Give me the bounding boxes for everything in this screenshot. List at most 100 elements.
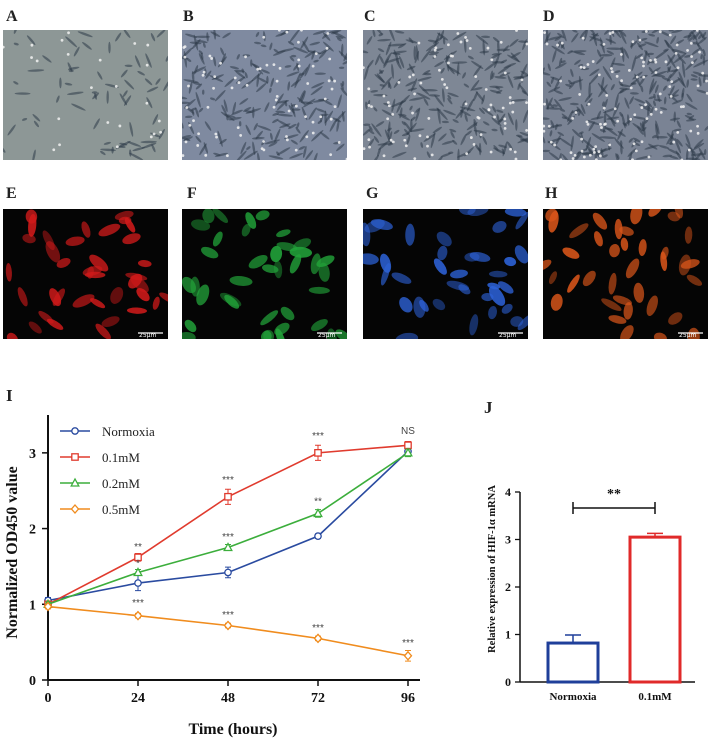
cell-mark <box>428 94 441 97</box>
cell-mark <box>235 70 246 79</box>
bright-cell <box>586 63 590 66</box>
fluorescent-cell <box>619 226 634 236</box>
cell-mark <box>572 30 578 33</box>
bright-cell <box>306 82 310 85</box>
cell-mark <box>685 102 698 110</box>
panel-label-b: B <box>183 8 194 25</box>
error-bar <box>565 634 581 644</box>
cell-mark <box>338 66 345 69</box>
cell-mark <box>235 150 247 160</box>
cell-mark <box>703 148 707 156</box>
cell-mark <box>437 107 441 125</box>
cell-mark <box>617 130 626 137</box>
bright-cell <box>182 46 186 49</box>
cell-mark <box>229 66 239 70</box>
data-point <box>223 620 233 631</box>
cell-mark <box>447 92 459 98</box>
cell-mark <box>676 120 681 128</box>
cell-mark <box>544 32 551 44</box>
bright-cell <box>560 41 564 45</box>
bright-cell <box>514 157 518 160</box>
data-point <box>313 508 323 518</box>
cell-mark <box>322 41 334 52</box>
bright-cell <box>210 57 214 60</box>
cell-mark <box>150 32 156 42</box>
cell-mark <box>268 155 284 160</box>
cell-mark <box>589 36 603 42</box>
cell-mark <box>691 48 701 55</box>
cell-mark <box>614 70 621 74</box>
significance-bracket <box>572 502 656 514</box>
fluorescent-cell <box>488 286 506 306</box>
cell-mark <box>462 100 467 107</box>
cell-mark <box>509 38 519 47</box>
cell-mark <box>21 117 28 121</box>
fluorescent-cell <box>49 288 62 307</box>
fluorescence-texture <box>543 209 708 339</box>
bright-cell <box>689 129 693 133</box>
fluorescent-cell <box>200 246 219 259</box>
bright-cell <box>275 79 279 83</box>
cell-mark <box>560 60 566 64</box>
cell-mark <box>373 107 378 112</box>
series-1 <box>44 441 412 609</box>
cell-mark <box>639 37 648 42</box>
cell-mark <box>570 135 574 151</box>
cell-mark <box>214 90 226 102</box>
bright-cell <box>391 140 395 144</box>
bright-cell <box>644 30 648 33</box>
cell-mark <box>236 54 240 60</box>
cell-mark <box>690 78 698 81</box>
cell-mark <box>425 42 440 52</box>
cell-mark <box>275 32 288 37</box>
fluorescent-cell <box>405 223 415 246</box>
bright-cell <box>389 138 393 142</box>
bright-cell <box>183 55 187 59</box>
bright-cell <box>599 122 602 126</box>
bright-cell <box>196 144 200 147</box>
cell-mark <box>428 51 440 56</box>
x-axis-label: Time (hours) <box>188 721 277 738</box>
cell-mark <box>298 146 306 150</box>
bright-cell <box>633 113 637 117</box>
cell-mark <box>471 87 483 91</box>
cell-mark <box>685 149 689 160</box>
bright-cell <box>642 60 645 64</box>
error-bar <box>647 532 663 538</box>
bright-cell <box>386 101 390 104</box>
cell-mark <box>299 130 309 143</box>
bright-cell <box>511 110 515 114</box>
bright-cell <box>573 153 577 157</box>
bright-cell <box>609 67 613 70</box>
y-tick-label: 1 <box>505 628 511 642</box>
bar <box>628 535 682 684</box>
cell-mark <box>688 115 695 120</box>
cell-mark <box>462 72 467 79</box>
bright-cell <box>285 138 289 142</box>
cell-mark <box>330 76 334 82</box>
cell-mark <box>220 47 225 56</box>
cell-mark <box>366 36 373 45</box>
cell-mark <box>13 30 18 34</box>
bright-cell <box>311 64 315 68</box>
fluorescent-cell <box>467 209 489 217</box>
bright-cell <box>459 40 463 44</box>
bright-cell <box>469 136 473 139</box>
cell-mark <box>560 30 567 42</box>
fluorescent-cell <box>363 253 379 265</box>
cell-mark <box>475 91 484 102</box>
bright-cell <box>691 61 694 65</box>
bright-cell <box>608 32 612 35</box>
bright-cell <box>314 52 318 56</box>
cell-mark <box>676 138 683 147</box>
fluorescent-cell <box>684 226 693 244</box>
bright-cell <box>594 145 598 149</box>
fluorescent-cell <box>630 209 643 225</box>
significance-label: * <box>136 558 140 569</box>
cell-mark <box>198 52 205 65</box>
cell-mark <box>513 74 528 80</box>
cell-mark <box>578 75 582 91</box>
cell-mark <box>689 147 696 158</box>
cell-mark <box>416 92 431 100</box>
cell-mark <box>632 137 641 143</box>
